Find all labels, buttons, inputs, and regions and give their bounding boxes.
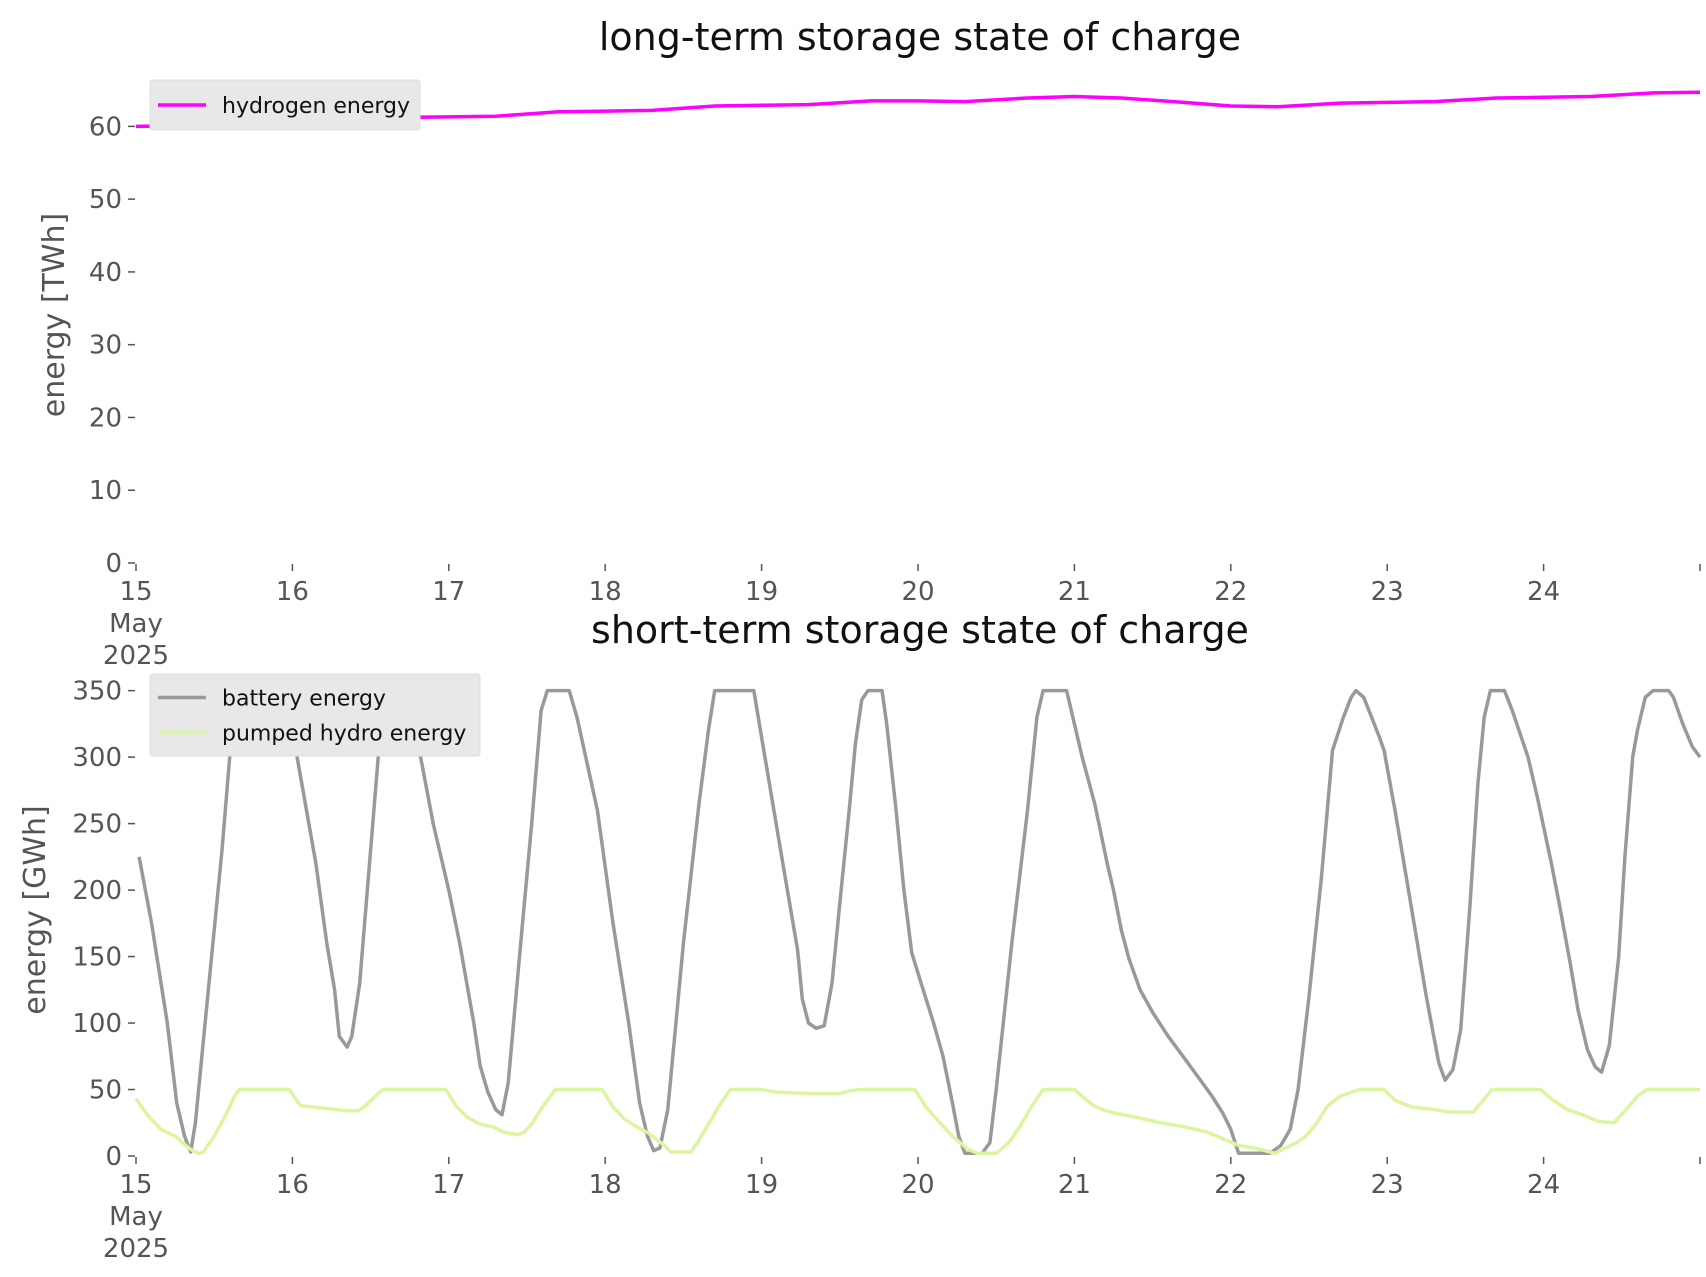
x-tick-label: 21 (1058, 1170, 1091, 1200)
series-lines (134, 688, 1702, 1156)
y-tick-label: 250 (72, 810, 122, 840)
y-tick-label: 0 (105, 549, 122, 579)
legend: hydrogen energy (149, 79, 421, 131)
y-tick-label: 50 (89, 185, 122, 215)
legend: battery energy pumped hydro energy (149, 673, 481, 757)
y-tick-label: 20 (89, 403, 122, 433)
legend-box (149, 673, 481, 757)
y-tick-label: 300 (72, 743, 122, 773)
x-tick-label: 2025 (103, 1234, 169, 1264)
series-lines (135, 90, 1701, 129)
x-tick-label: 20 (901, 577, 934, 607)
x-tick-label: 20 (901, 1170, 934, 1200)
x-tick-label: 21 (1058, 577, 1091, 607)
x-tick-label: 16 (276, 1170, 309, 1200)
x-tick-label: 15 (119, 577, 152, 607)
x-tick-label: 16 (276, 577, 309, 607)
y-ticks: 0 50 100 150 200 250 300 350 (72, 677, 135, 1172)
y-tick-label: 60 (89, 112, 122, 142)
x-tick-label: 23 (1371, 577, 1404, 607)
x-tick-label: 17 (432, 1170, 465, 1200)
y-axis-label: energy [GWh] (18, 805, 53, 1014)
x-tick-label: 22 (1214, 1170, 1247, 1200)
x-tick-label: 18 (589, 577, 622, 607)
legend-label: hydrogen energy (222, 94, 410, 119)
legend-box (149, 79, 421, 131)
y-tick-label: 10 (89, 476, 122, 506)
x-tick-label: 15 (119, 1170, 152, 1200)
y-tick-label: 0 (105, 1142, 122, 1172)
x-tick-label: 22 (1214, 577, 1247, 607)
y-tick-label: 200 (72, 876, 122, 906)
y-tick-label: 350 (72, 677, 122, 707)
series-line (135, 90, 1701, 129)
x-tick-label: 19 (745, 577, 778, 607)
x-tick-label: 23 (1371, 1170, 1404, 1200)
x-tick-label: May (109, 609, 163, 639)
series-line (134, 1087, 1700, 1156)
chart-short-term-storage: short-term storage state of charge energ… (18, 608, 1702, 1264)
legend-label: pumped hydro energy (222, 722, 466, 747)
x-tick-label: 17 (432, 577, 465, 607)
x-tick-label: 19 (745, 1170, 778, 1200)
x-tick-label: May (109, 1202, 163, 1232)
chart-long-term-storage: long-term storage state of charge energy… (37, 15, 1701, 671)
y-tick-label: 50 (89, 1076, 122, 1106)
x-tick-label: 18 (589, 1170, 622, 1200)
y-ticks: 0 10 20 30 40 50 60 (89, 112, 135, 579)
y-tick-label: 30 (89, 331, 122, 361)
chart-title: long-term storage state of charge (599, 15, 1241, 59)
series-line (137, 688, 1702, 1156)
x-tick-label: 24 (1527, 1170, 1560, 1200)
legend-label: battery energy (222, 687, 386, 712)
y-tick-label: 100 (72, 1009, 122, 1039)
y-axis-label: energy [TWh] (37, 213, 72, 417)
x-tick-label: 2025 (103, 641, 169, 671)
x-tick-label: 24 (1527, 577, 1560, 607)
y-tick-label: 150 (72, 943, 122, 973)
y-tick-label: 40 (89, 258, 122, 288)
chart-title: short-term storage state of charge (591, 608, 1249, 652)
